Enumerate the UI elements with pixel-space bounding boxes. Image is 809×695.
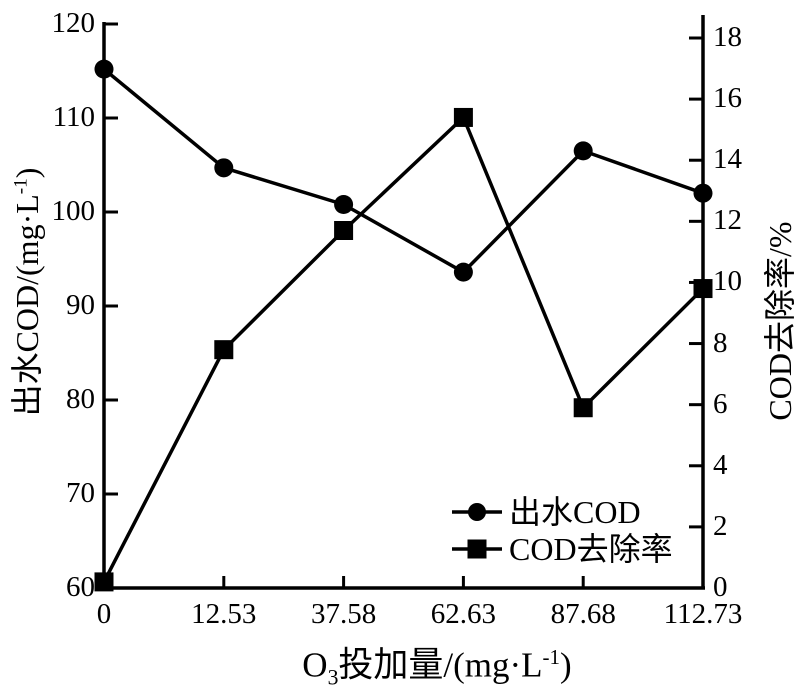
data-point-circle-effluent-cod bbox=[94, 59, 114, 79]
x-axis-tick-label: 112.73 bbox=[663, 598, 743, 630]
data-point-circle-effluent-cod bbox=[214, 158, 234, 178]
series-line-cod-removal bbox=[102, 114, 705, 583]
data-point-square-cod-removal bbox=[334, 221, 354, 240]
x-axis-title: O3投加量/(mg·L-1) bbox=[302, 644, 572, 688]
left-axis-tick-label: 90 bbox=[66, 288, 95, 321]
legend-item-cod-removal: COD去除率 bbox=[452, 530, 673, 567]
x-axis-tick-label: 37.58 bbox=[310, 598, 377, 630]
x-axis-title-text: 投加量/(mg·L bbox=[338, 645, 543, 685]
data-point-square-cod-removal bbox=[573, 398, 593, 418]
left-axis-tick-label: 60 bbox=[66, 570, 95, 603]
data-point-circle-effluent-cod bbox=[334, 194, 354, 214]
right-axis-tick-label: 12 bbox=[713, 204, 742, 237]
legend-label-cod-removal: COD去除率 bbox=[509, 530, 673, 567]
right-axis-tick-label: 18 bbox=[713, 20, 742, 53]
data-point-circle-effluent-cod bbox=[573, 141, 593, 161]
data-point-square-cod-removal bbox=[214, 340, 234, 360]
x-axis-title-o: O bbox=[302, 645, 328, 685]
x-axis-tick-label: 62.63 bbox=[430, 598, 497, 630]
data-point-square-cod-removal bbox=[693, 279, 713, 299]
data-point-square-cod-removal bbox=[94, 572, 114, 592]
right-axis-tick-label: 6 bbox=[713, 387, 728, 420]
left-axis-title: 出水COD/(mg·L-1) bbox=[9, 167, 45, 417]
right-axis-tick-label: 2 bbox=[713, 509, 728, 542]
right-axis-tick-label: 0 bbox=[713, 570, 728, 603]
x-axis-tick-label: 87.68 bbox=[550, 598, 616, 630]
x-axis-title-superscript: -1 bbox=[542, 644, 561, 669]
right-axis-tick-label: 16 bbox=[713, 82, 742, 115]
x-axis-title-close: ) bbox=[560, 645, 572, 685]
left-axis-tick-label: 80 bbox=[66, 382, 95, 415]
circle-marker-icon bbox=[452, 502, 502, 521]
left-axis-title-close: ) bbox=[9, 167, 45, 179]
right-axis-tick-label: 4 bbox=[713, 448, 728, 481]
x-axis-tick-label: 0 bbox=[96, 598, 112, 630]
legend-label-effluent-cod: 出水COD bbox=[509, 493, 641, 530]
right-axis-tick-label: 8 bbox=[713, 326, 728, 359]
square-marker-icon bbox=[452, 539, 502, 558]
right-axis-title: COD去除率/% bbox=[762, 221, 798, 421]
data-point-circle-effluent-cod bbox=[453, 262, 473, 282]
left-axis-title-superscript: -1 bbox=[10, 178, 32, 195]
x-axis-title-subscript: 3 bbox=[327, 665, 339, 690]
left-axis-title-text: 出水COD/(mg·L bbox=[9, 194, 45, 417]
right-axis-tick-label: 10 bbox=[713, 265, 742, 298]
right-axis-title-text: COD去除率/% bbox=[762, 221, 798, 421]
right-axis-tick-label: 14 bbox=[713, 143, 742, 176]
left-axis-tick-label: 110 bbox=[52, 100, 95, 133]
legend-item-effluent-cod: 出水COD bbox=[452, 493, 673, 530]
data-point-circle-effluent-cod bbox=[693, 183, 713, 203]
left-axis-tick-label: 70 bbox=[66, 476, 95, 509]
left-axis-tick-label: 120 bbox=[51, 6, 96, 39]
left-axis-tick-label: 100 bbox=[51, 194, 96, 227]
series-line-effluent-cod bbox=[102, 67, 704, 275]
legend: 出水COD COD去除率 bbox=[452, 493, 673, 567]
data-point-square-cod-removal bbox=[453, 107, 473, 127]
x-axis-tick-label: 12.53 bbox=[191, 598, 257, 630]
